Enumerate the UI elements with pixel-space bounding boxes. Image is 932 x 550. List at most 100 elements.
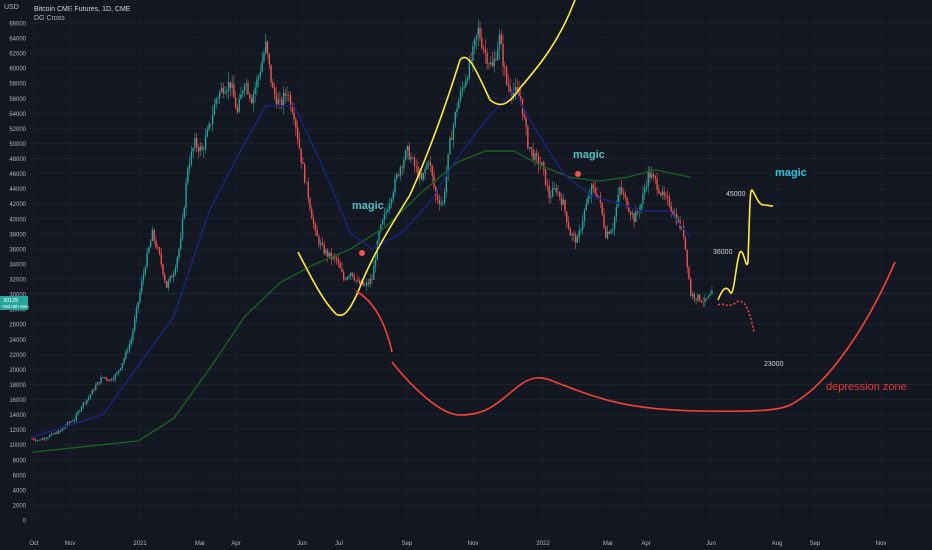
candle-body — [231, 84, 233, 88]
candle-body — [442, 202, 444, 204]
y-tick-label: 34000 — [9, 262, 26, 268]
x-tick-label: Apr — [231, 541, 240, 547]
candle-body — [110, 379, 113, 381]
candle-body — [661, 191, 664, 196]
candle-body — [242, 91, 244, 95]
candle-body — [195, 138, 198, 148]
candle-body — [144, 267, 147, 274]
candle-body — [234, 97, 237, 109]
candle-body — [185, 182, 187, 208]
y-tick-label: 6000 — [13, 473, 27, 479]
candle-body — [590, 184, 593, 196]
y-axis[interactable]: 0 2000 4000 6000 8000 10000 12000 14000 16000 180… — [9, 21, 26, 524]
candle-body — [502, 43, 504, 67]
candle-body — [674, 213, 676, 215]
x-axis[interactable]: Oct Nov 2021 Mar Apr Jun Jul Sep Nov 2022 Mar Apr Ju… — [29, 541, 886, 547]
y-tick-label: 24000 — [9, 338, 26, 344]
y-tick-label: 4000 — [13, 488, 27, 494]
candle-body — [651, 174, 653, 179]
candle-body — [635, 211, 637, 223]
candle-body — [695, 298, 697, 300]
candle-body — [112, 379, 115, 381]
candle-body — [137, 301, 139, 308]
candle-body — [300, 148, 302, 163]
candle-body — [498, 34, 501, 49]
candle-body — [80, 406, 83, 411]
candle-body — [325, 250, 327, 254]
candle-body — [466, 78, 469, 81]
candle-body — [31, 438, 33, 440]
candle-body — [389, 203, 391, 210]
indicator-title[interactable]: DG Cross — [34, 15, 65, 22]
candle-body — [408, 145, 410, 160]
y-tick-label: 58000 — [9, 82, 26, 88]
candle-body — [709, 294, 711, 296]
candle-body — [330, 252, 332, 259]
candle-body — [148, 247, 150, 253]
candle-body — [656, 178, 658, 190]
candle-body — [387, 209, 389, 212]
candle-body — [98, 382, 100, 384]
candle-body — [520, 96, 522, 99]
candle-body — [224, 92, 226, 94]
candle-body — [479, 27, 481, 39]
candle-body — [305, 181, 308, 183]
candle-body — [443, 191, 446, 203]
candle-body — [704, 298, 706, 303]
candle-body — [564, 199, 566, 212]
candle-body — [341, 268, 343, 273]
x-tick-label: Jun — [297, 541, 307, 547]
chart-legend[interactable]: Bitcoin CME Futures, 1D, CME DG Cross — [34, 5, 130, 23]
candle-body — [261, 61, 263, 72]
candle-body — [475, 35, 478, 40]
candle-body — [454, 112, 456, 125]
candle-body — [364, 285, 366, 287]
x-tick-label: Apr — [641, 541, 650, 547]
candle-body — [385, 211, 387, 214]
candle-body — [61, 428, 63, 431]
candle-body — [132, 330, 134, 340]
candle-body — [438, 200, 440, 204]
candle-body — [187, 168, 189, 183]
candles — [31, 19, 713, 442]
candle-body — [70, 421, 72, 423]
candle-body — [203, 149, 205, 150]
symbol-title[interactable]: Bitcoin CME Futures, 1D, CME — [34, 6, 131, 13]
candle-body — [633, 213, 635, 223]
candle-body — [77, 411, 79, 415]
candle-body — [167, 281, 170, 288]
candle-body — [504, 66, 506, 68]
x-tick-label: Aug — [772, 541, 783, 547]
candle-body — [594, 187, 596, 194]
candle-body — [220, 87, 223, 92]
candle-body — [160, 253, 162, 265]
candle-body — [410, 157, 412, 160]
candle-body — [419, 172, 421, 178]
candle-body — [649, 170, 651, 179]
candle-body — [422, 172, 425, 180]
candle-body — [424, 168, 426, 173]
candle-body — [266, 41, 269, 54]
candle-body — [158, 247, 161, 254]
candle-body — [279, 99, 281, 101]
candle-body — [153, 229, 155, 241]
candle-body — [702, 302, 704, 303]
candle-body — [617, 194, 619, 207]
candle-body — [249, 94, 251, 99]
y-tick-label: 12000 — [9, 428, 26, 434]
candle-body — [169, 276, 171, 282]
y-tick-label: 50000 — [9, 142, 26, 148]
candle-body — [700, 300, 703, 303]
candle-body — [481, 38, 483, 48]
candle-body — [208, 123, 210, 130]
candle-body — [374, 259, 377, 267]
candle-body — [204, 136, 207, 150]
candle-body — [642, 193, 644, 204]
candle-body — [157, 247, 159, 248]
candle-body — [668, 197, 671, 207]
candle-body — [119, 367, 122, 371]
candle-body — [566, 211, 568, 223]
candle-body — [57, 430, 60, 434]
annotation-depression-zone: depression zone — [826, 381, 907, 393]
